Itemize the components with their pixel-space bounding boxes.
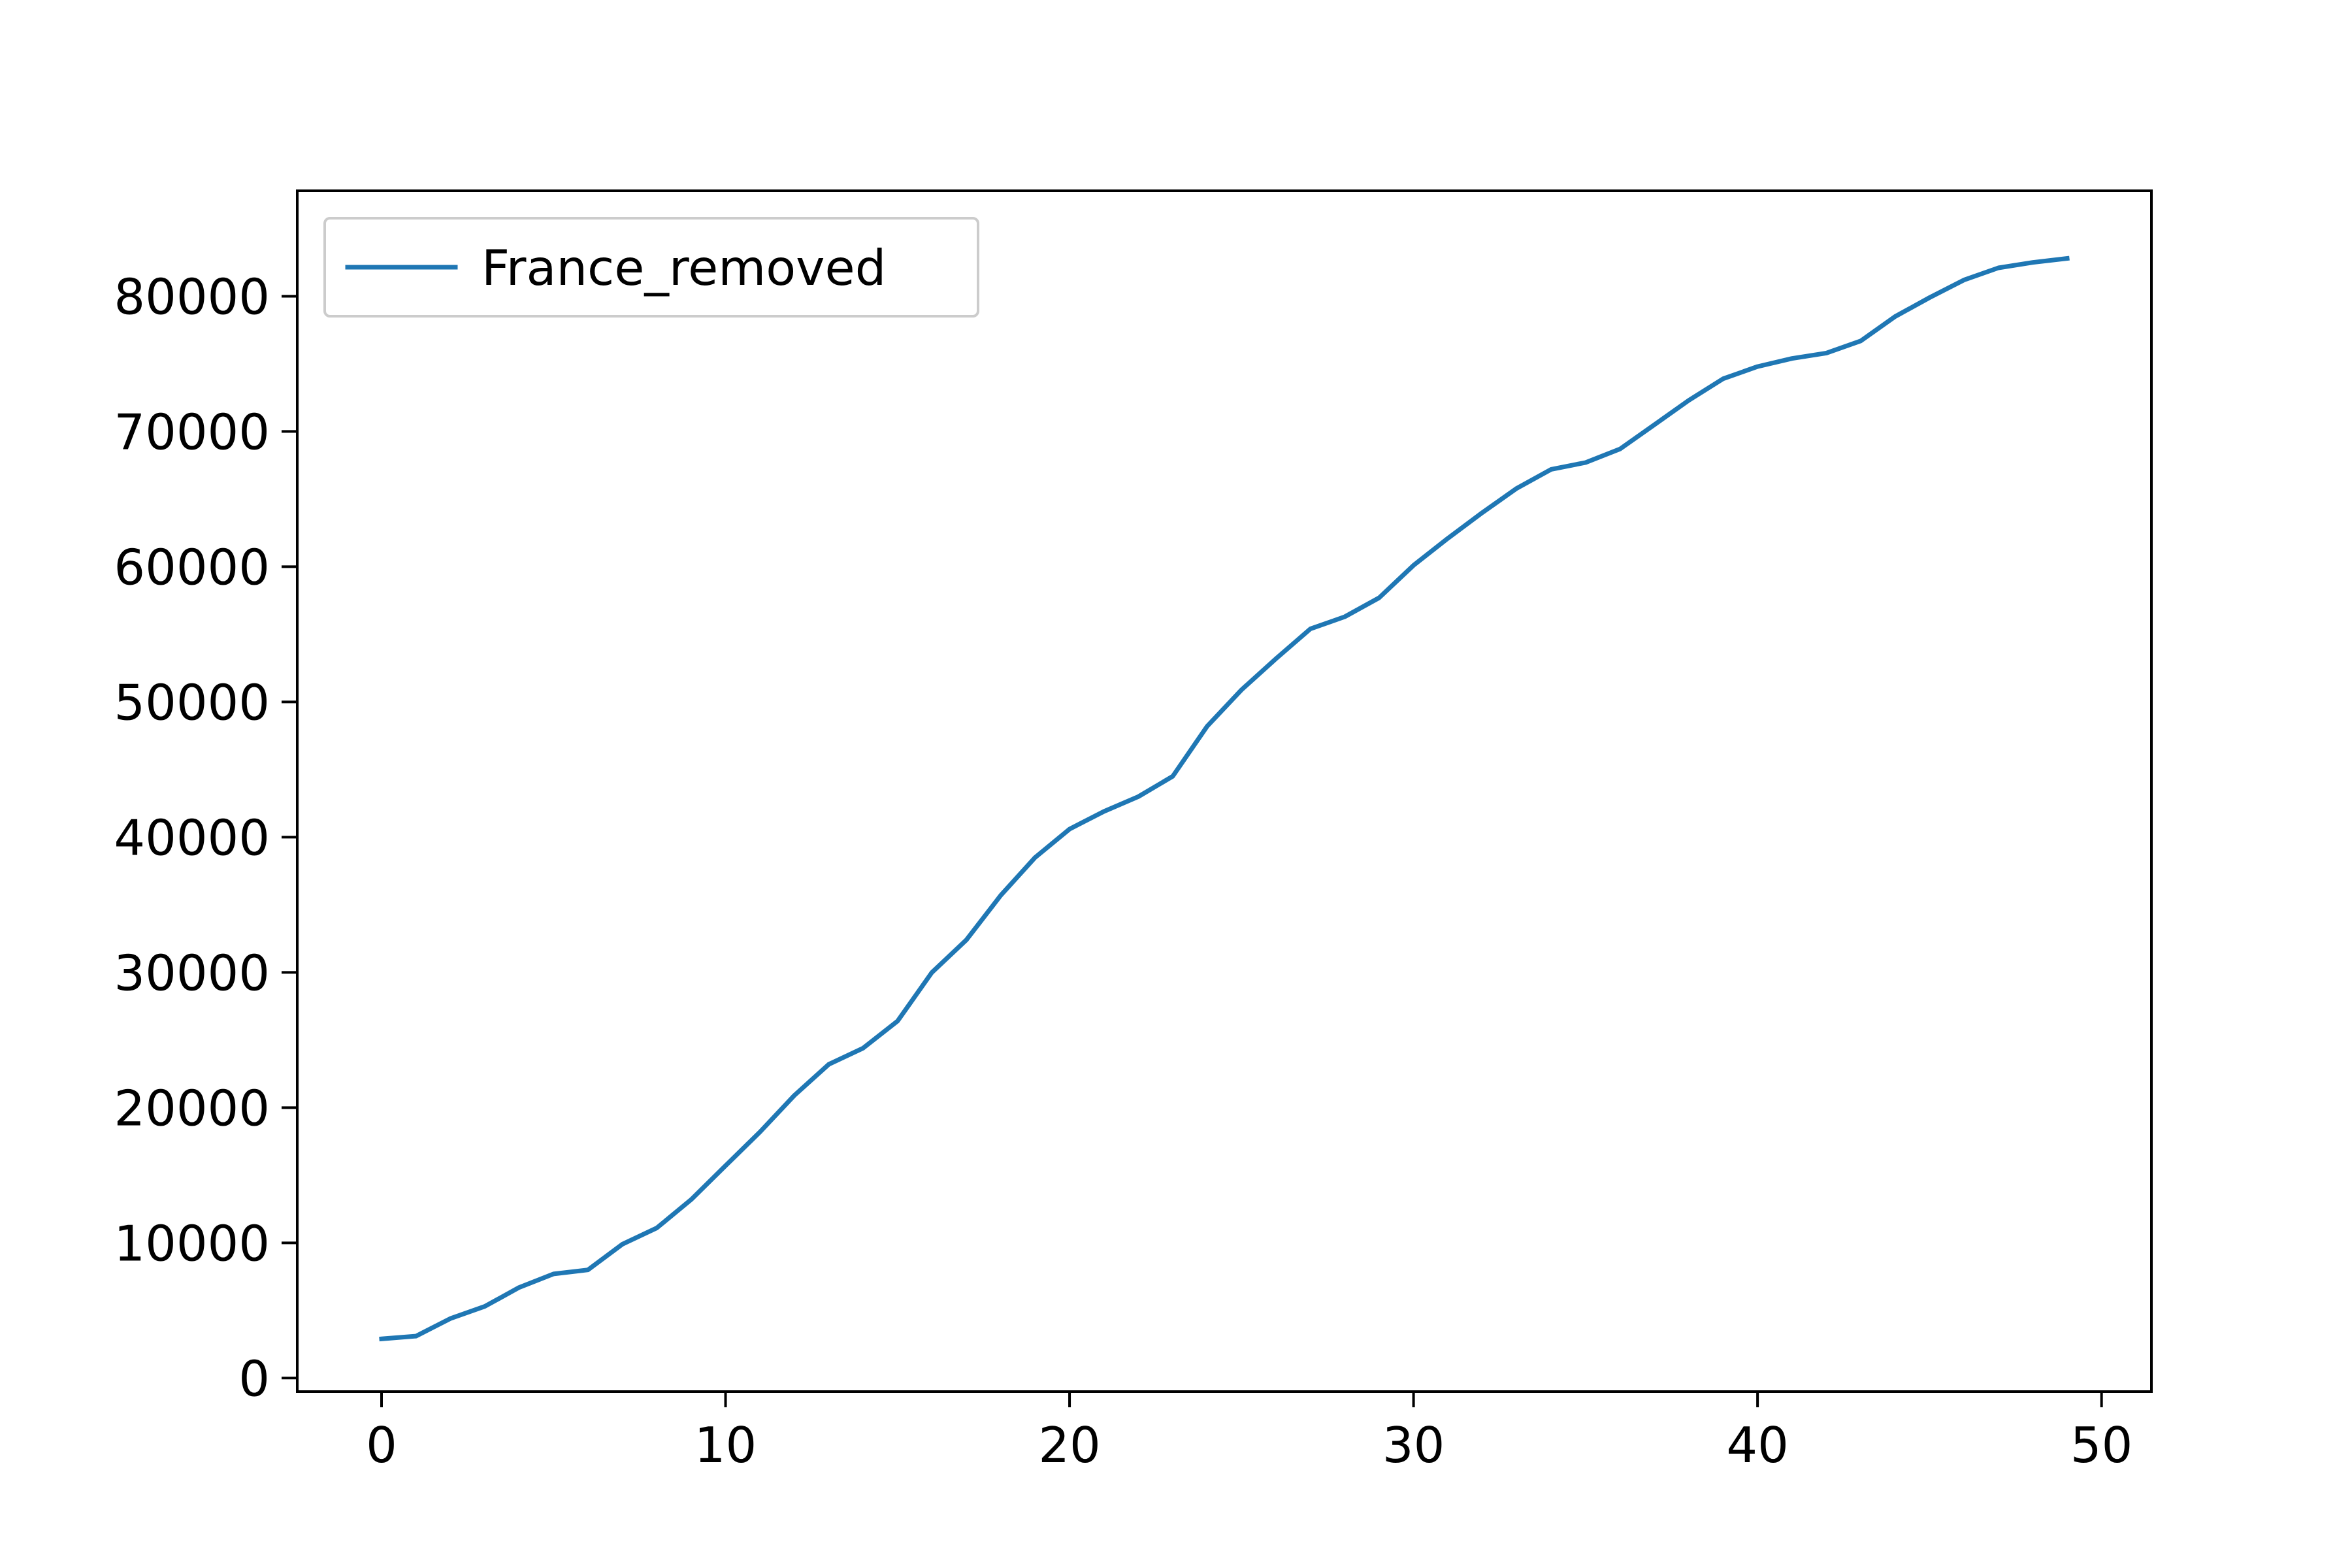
legend: France_removed	[323, 217, 979, 318]
y-tick-label: 10000	[114, 1215, 270, 1272]
legend-box	[323, 217, 979, 318]
plot-frame	[296, 189, 2153, 1393]
y-tick-label: 0	[238, 1350, 270, 1407]
x-tick-label: 20	[1038, 1416, 1100, 1474]
series-line	[379, 255, 2070, 1342]
y-tick-label: 40000	[114, 809, 270, 866]
y-tick-label: 30000	[114, 944, 270, 1002]
x-tick-label: 10	[694, 1416, 757, 1474]
y-tick-label: 60000	[114, 538, 270, 596]
x-tick-label: 30	[1382, 1416, 1445, 1474]
y-axis: 0 10000 20000 30000 40000 50000 60000 70000 8000…	[114, 268, 297, 1407]
y-tick-label: 70000	[114, 403, 270, 461]
y-tick-label: 80000	[114, 268, 270, 325]
plot-area	[297, 191, 2151, 1392]
x-tick-label: 40	[1726, 1416, 1788, 1474]
y-tick-label: 20000	[114, 1079, 270, 1137]
series-layer	[379, 255, 2070, 1342]
legend-label: France_removed	[482, 239, 886, 297]
x-axis: 0 10 20 30 40 50	[366, 1392, 2132, 1474]
x-tick-label: 0	[366, 1416, 397, 1474]
x-tick-label: 50	[2070, 1416, 2132, 1474]
y-tick-label: 50000	[114, 674, 270, 731]
